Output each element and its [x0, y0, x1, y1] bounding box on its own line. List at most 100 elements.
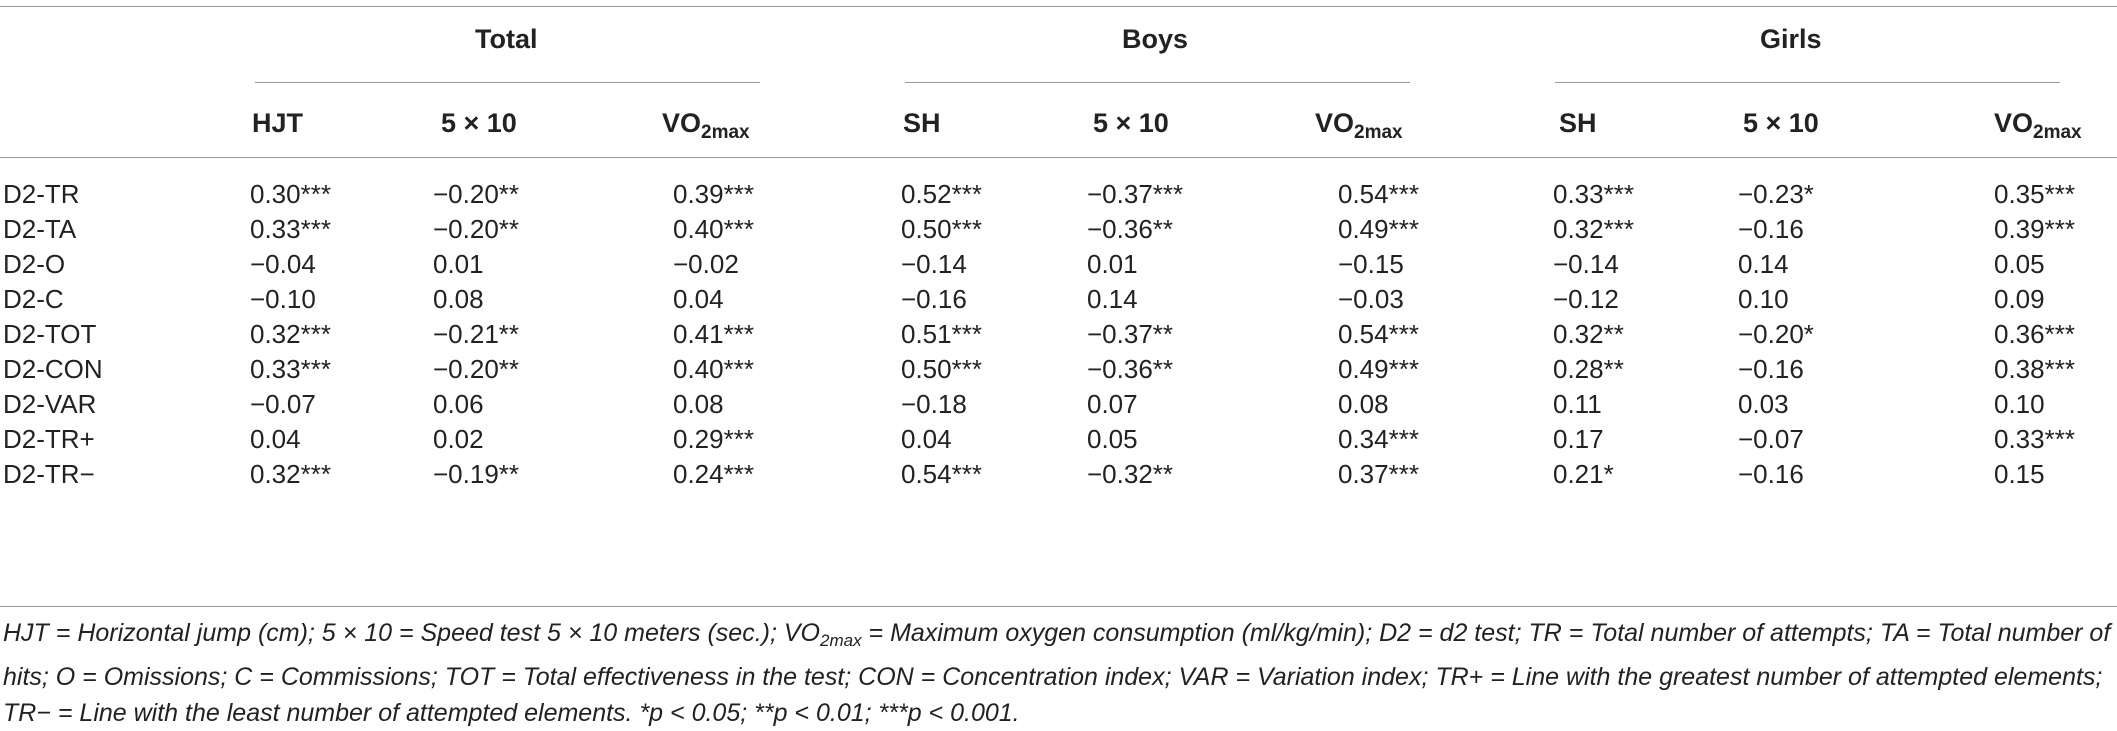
table-cell: 0.37***	[1338, 459, 1419, 489]
table-cell: −0.10	[250, 284, 316, 314]
table-cell: 0.49***	[1338, 214, 1419, 244]
group-underline-girls	[1555, 82, 2060, 83]
table-cell: 0.08	[433, 284, 484, 314]
table-cell: 0.38***	[1994, 354, 2075, 384]
row-label: D2-TR−	[3, 459, 95, 489]
table-cell: −0.20**	[433, 214, 520, 244]
table-cell: 0.03	[1738, 389, 1789, 419]
table-cell: −0.21**	[433, 319, 520, 349]
table-cell: −0.15	[1338, 249, 1404, 279]
table-cell: 0.28**	[1553, 354, 1624, 384]
table-cell: 0.04	[673, 284, 724, 314]
table-cell: −0.07	[1738, 424, 1804, 454]
table-cell: 0.40***	[673, 214, 754, 244]
column-header-speed-girls: 5 × 10	[1743, 108, 1819, 138]
column-header-speed-total: 5 × 10	[441, 108, 517, 138]
table-cell: 0.52***	[901, 179, 982, 209]
table-cell: 0.40***	[673, 354, 754, 384]
table-cell: 0.51***	[901, 319, 982, 349]
table-cell: −0.16	[1738, 354, 1804, 384]
table-cell: 0.36***	[1994, 319, 2075, 349]
table-cell: 0.04	[901, 424, 952, 454]
table-cell: −0.14	[1553, 249, 1619, 279]
table-top-rule	[0, 6, 2117, 7]
table-cell: 0.41***	[673, 319, 754, 349]
table-cell: 0.35***	[1994, 179, 2075, 209]
table-cell: 0.07	[1087, 389, 1138, 419]
table-cell: 0.21*	[1553, 459, 1614, 489]
table-cell: −0.36**	[1087, 354, 1174, 384]
group-underline-boys	[905, 82, 1410, 83]
table-cell: 0.32**	[1553, 319, 1624, 349]
table-cell: 0.24***	[673, 459, 754, 489]
table-cell: 0.50***	[901, 354, 982, 384]
table-cell: −0.07	[250, 389, 316, 419]
table-cell: 0.30***	[250, 179, 331, 209]
table-cell: −0.03	[1338, 284, 1404, 314]
table-cell: −0.16	[901, 284, 967, 314]
table-cell: −0.20*	[1738, 319, 1814, 349]
header-bottom-rule	[0, 157, 2117, 158]
table-cell: 0.02	[433, 424, 484, 454]
table-cell: 0.39***	[673, 179, 754, 209]
row-label: D2-C	[3, 284, 64, 314]
table-cell: 0.09	[1994, 284, 2045, 314]
table-cell: 0.05	[1994, 249, 2045, 279]
table-cell: 0.08	[1338, 389, 1389, 419]
table-cell: −0.36**	[1087, 214, 1174, 244]
table-cell: −0.02	[673, 249, 739, 279]
column-header-vo2max-total: VO2max	[662, 108, 750, 143]
table-cell: 0.54***	[1338, 179, 1419, 209]
table-cell: −0.37**	[1087, 319, 1174, 349]
row-label: D2-VAR	[3, 389, 97, 419]
table-cell: 0.32***	[250, 319, 331, 349]
column-header-vo2max-girls: VO2max	[1994, 108, 2082, 143]
table-cell: 0.01	[433, 249, 484, 279]
table-cell: −0.32**	[1087, 459, 1174, 489]
group-underline-total	[255, 82, 760, 83]
table-cell: 0.32***	[1553, 214, 1634, 244]
table-cell: −0.16	[1738, 214, 1804, 244]
table-cell: 0.06	[433, 389, 484, 419]
table-cell: 0.33***	[250, 214, 331, 244]
table-cell: 0.50***	[901, 214, 982, 244]
table-cell: 0.14	[1738, 249, 1789, 279]
table-cell: 0.39***	[1994, 214, 2075, 244]
column-header-hjt: HJT	[252, 108, 304, 138]
table-cell: 0.29***	[673, 424, 754, 454]
table-cell: 0.11	[1553, 389, 1602, 419]
row-label: D2-TR+	[3, 424, 95, 454]
column-header-sh-girls: SH	[1559, 108, 1597, 138]
table-cell: −0.37***	[1087, 179, 1184, 209]
table-cell: 0.17	[1553, 424, 1604, 454]
column-header-speed-boys: 5 × 10	[1093, 108, 1169, 138]
column-header-sh-boys: SH	[903, 108, 941, 138]
row-label: D2-TR	[3, 179, 80, 209]
table-cell: 0.10	[1994, 389, 2045, 419]
table-cell: −0.18	[901, 389, 967, 419]
table-cell: 0.54***	[1338, 319, 1419, 349]
table-cell: −0.19**	[433, 459, 520, 489]
table-cell: −0.14	[901, 249, 967, 279]
group-header-total: Total	[475, 24, 538, 54]
table-cell: 0.33***	[1994, 424, 2075, 454]
row-label: D2-O	[3, 249, 66, 279]
group-header-girls: Girls	[1760, 24, 1822, 54]
table-cell: 0.54***	[901, 459, 982, 489]
column-header-vo2max-boys: VO2max	[1315, 108, 1403, 143]
table-cell: −0.12	[1553, 284, 1619, 314]
table-cell: −0.04	[250, 249, 316, 279]
table-cell: 0.49***	[1338, 354, 1419, 384]
table-cell: 0.05	[1087, 424, 1138, 454]
table-bottom-rule	[0, 606, 2117, 607]
table-cell: 0.33***	[1553, 179, 1634, 209]
row-label: D2-TA	[3, 214, 77, 244]
table-cell: 0.33***	[250, 354, 331, 384]
row-label: D2-CON	[3, 354, 103, 384]
row-label: D2-TOT	[3, 319, 97, 349]
table-cell: 0.34***	[1338, 424, 1419, 454]
table-cell: 0.32***	[250, 459, 331, 489]
table-cell: −0.20**	[433, 179, 520, 209]
table-footnote: HJT = Horizontal jump (cm); 5 × 10 = Spe…	[3, 619, 2111, 727]
